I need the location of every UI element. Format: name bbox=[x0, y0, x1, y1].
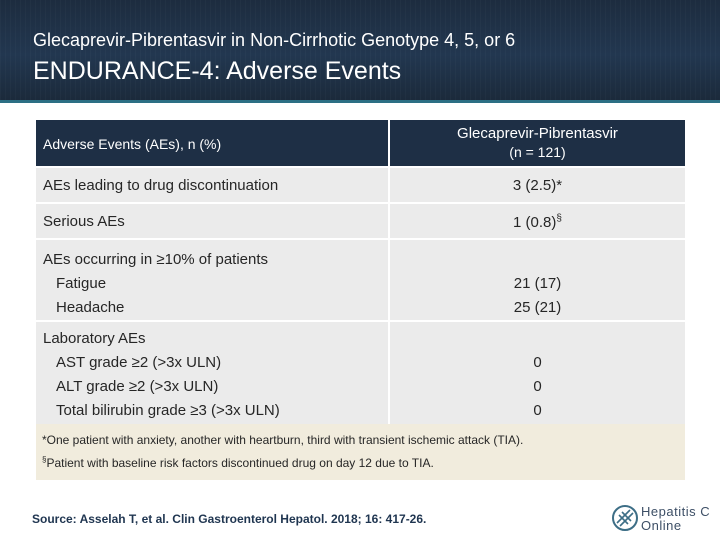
group-title: Laboratory AEs bbox=[43, 330, 146, 347]
group-item-value: 21 (17) bbox=[513, 275, 562, 292]
table-row: AEs leading to drug discontinuation 3 (2… bbox=[36, 168, 685, 202]
group-item-label: ALT grade ≥2 (>3x ULN) bbox=[56, 378, 219, 395]
logo-wordmark: Hepatitis C Online bbox=[641, 505, 710, 533]
row-value-text: 1 (0.8) bbox=[513, 214, 557, 231]
footnote-1: *One patient with anxiety, another with … bbox=[42, 433, 524, 447]
hepatitis-c-online-logo: Hepatitis C Online bbox=[612, 505, 712, 535]
row-label: Serious AEs bbox=[36, 204, 388, 238]
table-row-group: AEs occurring in ≥10% of patients Fatigu… bbox=[36, 240, 685, 320]
group-values: 21 (17) 25 (21) bbox=[390, 240, 685, 320]
group-title: AEs occurring in ≥10% of patients bbox=[43, 251, 269, 268]
table-row-group: Laboratory AEs AST grade ≥2 (>3x ULN) AL… bbox=[36, 322, 685, 424]
column-header-treatment: Glecaprevir-Pibrentasvir (n = 121) bbox=[390, 120, 685, 166]
dna-helix-icon bbox=[612, 505, 638, 531]
logo-line-1: Hepatitis C bbox=[641, 504, 711, 519]
column-header-treatment-n: (n = 121) bbox=[509, 144, 566, 160]
group-values: 0 0 0 bbox=[390, 322, 685, 424]
footnote-2: §Patient with baseline risk factors disc… bbox=[42, 450, 685, 473]
row-value-footnote-mark: § bbox=[556, 213, 562, 224]
footnote-2-mark: § bbox=[42, 455, 47, 464]
group-labels: AEs occurring in ≥10% of patients Fatigu… bbox=[36, 240, 388, 320]
footnote-2-text: Patient with baseline risk factors disco… bbox=[46, 456, 434, 470]
column-header-treatment-name: Glecaprevir-Pibrentasvir bbox=[457, 125, 618, 142]
table-row: Serious AEs 1 (0.8)§ bbox=[36, 204, 685, 238]
source-citation: Source: Asselah T, et al. Clin Gastroent… bbox=[32, 512, 427, 526]
group-labels: Laboratory AEs AST grade ≥2 (>3x ULN) AL… bbox=[36, 322, 388, 424]
group-item-label: Headache bbox=[56, 299, 125, 316]
row-value: 3 (2.5)* bbox=[390, 168, 685, 202]
row-label: AEs leading to drug discontinuation bbox=[36, 168, 388, 202]
slide-title: ENDURANCE-4: Adverse Events bbox=[33, 57, 402, 85]
header-divider bbox=[0, 100, 720, 103]
group-item-value: 0 bbox=[533, 378, 542, 395]
group-item-value: 25 (21) bbox=[513, 299, 562, 316]
logo-line-2: Online bbox=[641, 518, 682, 533]
group-item-label: Fatigue bbox=[56, 275, 107, 292]
group-item-value: 0 bbox=[533, 402, 542, 419]
slide-subtitle: Glecaprevir-Pibrentasvir in Non-Cirrhoti… bbox=[33, 30, 516, 50]
group-item-label: AST grade ≥2 (>3x ULN) bbox=[56, 354, 222, 371]
table-header-row: Adverse Events (AEs), n (%) Glecaprevir-… bbox=[36, 120, 685, 166]
slide-header: Glecaprevir-Pibrentasvir in Non-Cirrhoti… bbox=[0, 0, 720, 100]
row-value: 1 (0.8)§ bbox=[390, 204, 685, 238]
column-header-adverse-events: Adverse Events (AEs), n (%) bbox=[36, 120, 388, 166]
group-item-label: Total bilirubin grade ≥3 (>3x ULN) bbox=[56, 402, 280, 419]
group-item-value: 0 bbox=[533, 354, 542, 371]
table-footnotes: *One patient with anxiety, another with … bbox=[36, 424, 685, 480]
